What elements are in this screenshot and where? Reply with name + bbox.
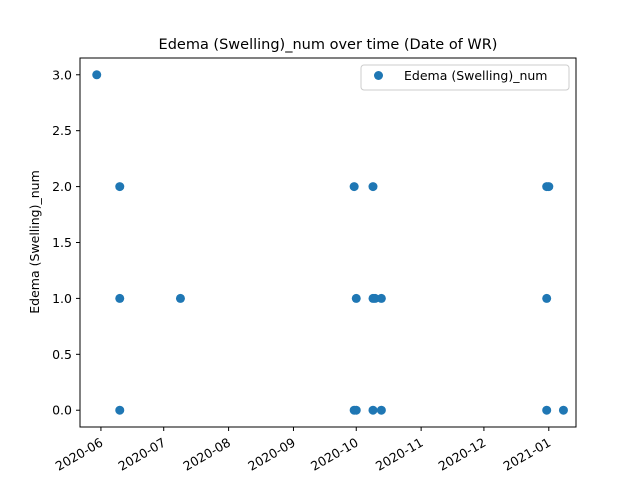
data-point (368, 405, 378, 415)
legend-marker (374, 71, 383, 80)
data-point (92, 70, 102, 80)
data-point (351, 293, 361, 303)
x-tick-label: 2020-08 (180, 435, 233, 474)
y-tick-label: 2.0 (52, 179, 72, 194)
x-tick-label: 2020-12 (436, 435, 489, 474)
y-tick-label: 0.5 (52, 347, 72, 362)
x-tick-label: 2021-01 (501, 435, 554, 474)
data-point (349, 182, 359, 192)
data-point (558, 405, 568, 415)
data-point (115, 182, 125, 192)
data-point (115, 405, 125, 415)
x-tick-label: 2020-11 (373, 435, 426, 474)
data-point (370, 293, 380, 303)
data-point (115, 293, 125, 303)
data-point (376, 405, 386, 415)
plot-frame (79, 57, 577, 428)
legend-label: Edema (Swelling)_num (404, 68, 547, 83)
x-tick-label: 2020-10 (308, 435, 361, 474)
x-tick-label: 2020-06 (53, 435, 106, 474)
y-tick-label: 1.0 (52, 291, 72, 306)
x-tick-label: 2020-07 (115, 435, 168, 474)
data-point (542, 293, 552, 303)
data-points (92, 70, 568, 415)
chart-title: Edema (Swelling)_num over time (Date of … (159, 37, 498, 53)
data-point (544, 182, 554, 192)
y-axis-label: Edema (Swelling)_num (27, 170, 42, 313)
y-tick-label: 2.5 (52, 123, 72, 138)
data-point (542, 405, 552, 415)
legend-box (360, 64, 570, 91)
y-axis: 0.0 0.5 1.0 1.5 2.0 2.5 3.0 (52, 67, 80, 418)
x-tick-label: 2020-09 (245, 435, 298, 474)
y-tick-label: 1.5 (52, 235, 72, 250)
data-point (376, 293, 386, 303)
y-tick-label: 0.0 (52, 403, 72, 418)
data-point (368, 182, 378, 192)
data-point (351, 405, 361, 415)
y-tick-label: 3.0 (52, 67, 72, 82)
x-axis: 2020-06 2020-07 2020-08 2020-09 2020-10 2020-… (53, 427, 554, 474)
legend: Edema (Swelling)_num (360, 64, 570, 91)
data-point (175, 293, 185, 303)
